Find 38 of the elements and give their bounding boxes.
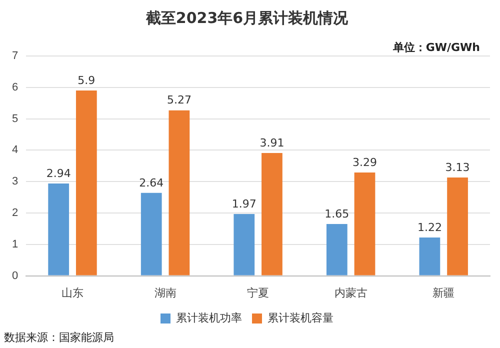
bar	[168, 110, 190, 276]
x-tick-label: 湖南	[154, 286, 176, 300]
bar	[354, 172, 376, 276]
legend-label: 累计装机功率	[176, 311, 242, 324]
data-label: 1.22	[417, 220, 442, 234]
source-note: 数据来源：国家能源局	[4, 330, 114, 345]
chart-title: 截至2023年6月累计装机情况	[144, 8, 350, 27]
bar	[140, 192, 162, 276]
bar	[234, 214, 255, 276]
data-label: 2.94	[46, 166, 71, 180]
y-tick-label: 0	[12, 270, 18, 282]
bar	[262, 153, 282, 276]
data-label: 3.29	[352, 156, 377, 169]
data-label: 5.27	[166, 94, 192, 107]
bar	[326, 224, 348, 276]
x-tick-label: 内蒙古	[334, 286, 368, 300]
text: 单位：GW/GWh	[392, 40, 480, 55]
data-label: 5.9	[78, 74, 96, 87]
bar	[76, 90, 97, 276]
bar	[419, 237, 440, 276]
y-tick-label: 5	[12, 112, 18, 125]
y-tick-label: 7	[12, 50, 18, 62]
x-tick-label: 宁夏	[247, 286, 270, 300]
y-tick-label: 3	[12, 176, 18, 188]
y-tick-label: 1	[12, 238, 18, 250]
y-tick-label: 2	[12, 207, 18, 220]
y-tick-label: 6	[12, 81, 18, 94]
y-tick-label: 4	[12, 144, 18, 156]
data-label: 2.64	[139, 176, 164, 190]
data-label: 3.13	[445, 160, 470, 174]
bar	[447, 178, 468, 276]
legend-label: 累计装机容量	[268, 311, 334, 324]
data-label: 1.97	[232, 197, 256, 210]
bar	[48, 183, 70, 276]
data-label: 3.91	[260, 136, 284, 150]
x-tick-label: 山东	[62, 286, 84, 300]
data-label: 1.65	[324, 207, 350, 220]
x-tick-label: 新疆	[432, 286, 455, 300]
